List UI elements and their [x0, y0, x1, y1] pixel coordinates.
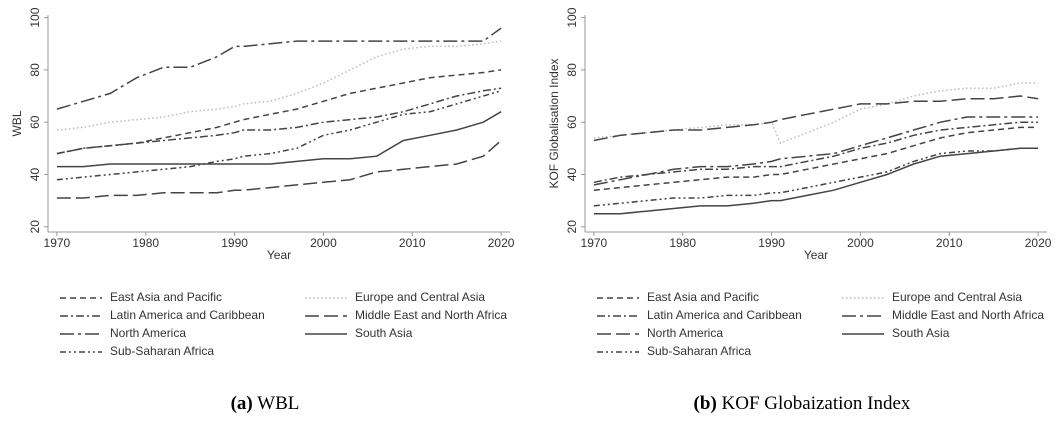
x-tick-label: 2000 — [847, 236, 874, 250]
series-line — [593, 95, 1039, 142]
x-tick-label: 2010 — [936, 236, 963, 250]
x-tick-label: 2020 — [1025, 236, 1052, 250]
y-axis-label: KOF Globalisation Index — [547, 58, 561, 188]
chart: 20 40 60 80 100 1970 1980 1990 2000 2010 2020 Year W… — [10, 7, 515, 414]
x-tick-label: 2010 — [399, 236, 426, 250]
legend-label: Europe and Central Asia — [355, 290, 485, 304]
x-tick-label: 1980 — [132, 236, 159, 250]
x-tick-label: 2000 — [310, 236, 337, 250]
y-tick-label: 20 — [565, 220, 579, 234]
legend-label: East Asia and Pacific — [647, 290, 759, 304]
series-line — [56, 90, 502, 181]
series-line — [593, 116, 1039, 186]
series-line — [593, 82, 1039, 145]
series-line — [56, 111, 502, 168]
series-line — [593, 147, 1039, 207]
x-axis-label: Year — [804, 248, 828, 262]
y-tick-label: 80 — [28, 63, 42, 77]
x-tick-label: 1970 — [44, 236, 71, 250]
y-tick-label: 100 — [28, 7, 42, 27]
x-tick-label: 1980 — [669, 236, 696, 250]
y-tick-label: 100 — [565, 7, 579, 27]
y-tick-label: 60 — [565, 115, 579, 129]
legend-label: North America — [110, 326, 186, 340]
legend-label: North America — [647, 326, 723, 340]
legend-label: East Asia and Pacific — [110, 290, 222, 304]
legend-label: Latin America and Caribbean — [647, 308, 802, 322]
series-line — [593, 126, 1039, 191]
y-tick-label: 20 — [28, 220, 42, 234]
caption: (a) WBL — [231, 393, 300, 414]
series-line — [56, 87, 502, 155]
y-tick-label: 60 — [28, 115, 42, 129]
series-line — [56, 69, 502, 155]
caption-text: WBL — [257, 393, 299, 414]
series-line — [593, 147, 1039, 215]
series-line — [56, 40, 502, 131]
y-tick-label: 40 — [565, 167, 579, 181]
x-tick-label: 2020 — [488, 236, 515, 250]
series-line — [593, 121, 1039, 184]
y-tick-label: 40 — [28, 167, 42, 181]
legend-label: Europe and Central Asia — [892, 290, 1022, 304]
y-tick-label: 80 — [565, 63, 579, 77]
legend-label: Middle East and North Africa — [892, 308, 1044, 322]
legend-label: South Asia — [892, 326, 950, 340]
legend-label: Latin America and Caribbean — [110, 308, 265, 322]
x-axis-label: Year — [267, 248, 291, 262]
caption-label: (a) — [231, 393, 253, 414]
series-line — [56, 27, 502, 110]
legend-label: South Asia — [355, 326, 413, 340]
chart: 20 40 60 80 100 1970 1980 1990 2000 2010 2020 Year K… — [547, 7, 1052, 414]
caption-label: (b) — [694, 393, 717, 414]
caption: (b) KOF Globaization Index — [694, 393, 911, 414]
y-axis-label: WBL — [10, 110, 24, 136]
x-tick-label: 1970 — [581, 236, 608, 250]
legend-label: Sub-Saharan Africa — [110, 344, 214, 358]
legend-label: Middle East and North Africa — [355, 308, 507, 322]
legend-label: Sub-Saharan Africa — [647, 344, 751, 358]
series-line — [56, 139, 502, 199]
caption-text: KOF Globaization Index — [722, 393, 911, 414]
x-tick-label: 1990 — [221, 236, 248, 250]
x-tick-label: 1990 — [758, 236, 785, 250]
